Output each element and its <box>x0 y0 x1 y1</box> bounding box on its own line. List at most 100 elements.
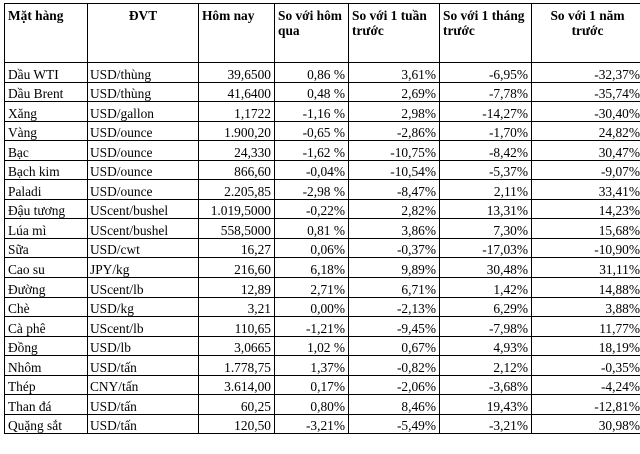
vs-1-week-cell: 9,89% <box>348 257 440 279</box>
commodity-cell: Đồng <box>4 335 88 357</box>
today-cell: 1,1722 <box>198 101 275 122</box>
vs-yesterday-cell: 6,18% <box>274 257 349 279</box>
vs-1-month-cell: 1,42% <box>439 277 532 298</box>
vs-1-week-cell: -0,37% <box>348 237 440 259</box>
unit-cell: UScent/lb <box>87 316 199 337</box>
table-row: Cà phê UScent/lb 110,65 -1,21% -9,45% -7,98% 1… <box>4 316 640 337</box>
vs-1-year-cell: 18,19% <box>531 335 640 357</box>
vs-yesterday-cell: -2,98 % <box>274 179 349 200</box>
vs-1-month-cell: -7,78% <box>439 81 532 103</box>
table-row: Vàng USD/ounce 1.900,20 -0,65 % -2,86% -1,70%… <box>4 120 640 142</box>
vs-1-year-cell: -10,90% <box>531 237 640 259</box>
vs-1-week-cell: -2,86% <box>348 120 440 142</box>
vs-1-year-cell: 33,41% <box>531 179 640 200</box>
vs-1-month-cell: 2,11% <box>439 179 532 200</box>
today-cell: 60,25 <box>198 394 275 415</box>
vs-1-month-cell: 19,43% <box>439 394 532 415</box>
vs-yesterday-cell: 1,37% <box>274 355 349 376</box>
vs-1-month-cell: -8,42% <box>439 140 532 161</box>
unit-cell: USD/thùng <box>87 81 199 103</box>
commodity-cell: Thép <box>4 374 88 396</box>
vs-1-week-cell: -2,06% <box>348 374 440 396</box>
vs-1-year-cell: 3,88% <box>531 296 640 318</box>
vs-1-month-cell: 6,29% <box>439 296 532 318</box>
unit-cell: USD/ounce <box>87 179 199 200</box>
table-row: Đồng USD/lb 3,0665 1,02 % 0,67% 4,93% 18,19% <box>4 335 640 357</box>
vs-1-year-cell: -4,24% <box>531 374 640 396</box>
vs-1-week-cell: -8,47% <box>348 179 440 200</box>
commodity-cell: Chè <box>4 296 88 318</box>
commodity-cell: Paladi <box>4 179 88 200</box>
vs-1-month-cell: 30,48% <box>439 257 532 279</box>
table-row: Đường UScent/lb 12,89 2,71% 6,71% 1,42% 14,88% <box>4 277 640 298</box>
vs-yesterday-cell: -0,22% <box>274 198 349 220</box>
today-cell: 866,60 <box>198 159 275 181</box>
vs-yesterday-cell: 0,17% <box>274 374 349 396</box>
vs-1-month-cell: -3,21% <box>439 413 532 435</box>
today-cell: 216,60 <box>198 257 275 279</box>
table-row: Quặng sắt USD/tấn 120,50 -3,21% -5,49% -3,21%… <box>4 413 640 435</box>
vs-yesterday-cell: 0,48 % <box>274 81 349 103</box>
table-header-row: Mặt hàng ĐVT Hôm nay So với hôm qua So v… <box>4 3 640 63</box>
vs-yesterday-cell: 0,06% <box>274 237 349 259</box>
vs-1-year-cell: 30,98% <box>531 413 640 435</box>
unit-cell: USD/thùng <box>87 62 199 83</box>
vs-yesterday-cell: 1,02 % <box>274 335 349 357</box>
commodity-cell: Dầu Brent <box>4 81 88 103</box>
vs-1-month-cell: 4,93% <box>439 335 532 357</box>
vs-1-month-cell: -5,37% <box>439 159 532 181</box>
vs-1-year-cell: -0,35% <box>531 355 640 376</box>
table-row: Cao su JPY/kg 216,60 6,18% 9,89% 30,48% 31,11% <box>4 257 640 279</box>
unit-cell: UScent/lb <box>87 277 199 298</box>
commodity-cell: Cao su <box>4 257 88 279</box>
table-row: Lúa mì UScent/bushel 558,5000 0,81 % 3,86% 7,… <box>4 218 640 239</box>
commodity-cell: Nhôm <box>4 355 88 376</box>
vs-1-week-cell: 2,69% <box>348 81 440 103</box>
vs-1-month-cell: 13,31% <box>439 198 532 220</box>
today-cell: 39,6500 <box>198 62 275 83</box>
table-row: Đậu tương UScent/bushel 1.019,5000 -0,22% 2,… <box>4 198 640 220</box>
vs-1-month-cell: 2,12% <box>439 355 532 376</box>
today-cell: 558,5000 <box>198 218 275 239</box>
header-today: Hôm nay <box>198 3 275 63</box>
commodity-cell: Quặng sắt <box>4 413 88 435</box>
unit-cell: USD/ounce <box>87 140 199 161</box>
vs-1-year-cell: 31,11% <box>531 257 640 279</box>
commodity-cell: Đậu tương <box>4 198 88 220</box>
unit-cell: UScent/bushel <box>87 218 199 239</box>
unit-cell: CNY/tấn <box>87 374 199 396</box>
table-body: Dầu WTI USD/thùng 39,6500 0,86 % 3,61% -6,95%… <box>4 62 640 435</box>
vs-1-month-cell: -1,70% <box>439 120 532 142</box>
header-vs-1-week: So với 1 tuần trước <box>348 3 440 63</box>
header-commodity: Mặt hàng <box>4 3 88 63</box>
vs-yesterday-cell: -3,21% <box>274 413 349 435</box>
unit-cell: USD/tấn <box>87 413 199 435</box>
commodity-cell: Bạch kim <box>4 159 88 181</box>
today-cell: 3.614,00 <box>198 374 275 396</box>
vs-1-week-cell: -10,54% <box>348 159 440 181</box>
commodity-cell: Bạc <box>4 140 88 161</box>
vs-yesterday-cell: 0,80% <box>274 394 349 415</box>
header-vs-1-year: So với 1 năm trước <box>531 3 640 63</box>
unit-cell: UScent/bushel <box>87 198 199 220</box>
today-cell: 24,330 <box>198 140 275 161</box>
vs-1-week-cell: 8,46% <box>348 394 440 415</box>
vs-1-week-cell: 6,71% <box>348 277 440 298</box>
commodity-cell: Cà phê <box>4 316 88 337</box>
vs-yesterday-cell: -0,65 % <box>274 120 349 142</box>
vs-1-week-cell: 2,98% <box>348 101 440 122</box>
today-cell: 120,50 <box>198 413 275 435</box>
today-cell: 1.019,5000 <box>198 198 275 220</box>
vs-1-year-cell: -32,37% <box>531 62 640 83</box>
table-row: Chè USD/kg 3,21 0,00% -2,13% 6,29% 3,88% <box>4 296 640 318</box>
vs-1-month-cell: -7,98% <box>439 316 532 337</box>
vs-1-month-cell: 7,30% <box>439 218 532 239</box>
vs-1-week-cell: 3,61% <box>348 62 440 83</box>
vs-1-year-cell: 24,82% <box>531 120 640 142</box>
commodity-price-table: Mặt hàng ĐVT Hôm nay So với hôm qua So v… <box>4 3 640 435</box>
vs-1-year-cell: -12,81% <box>531 394 640 415</box>
vs-1-year-cell: 14,23% <box>531 198 640 220</box>
vs-1-month-cell: -3,68% <box>439 374 532 396</box>
table-row: Dầu WTI USD/thùng 39,6500 0,86 % 3,61% -6,95%… <box>4 62 640 83</box>
vs-yesterday-cell: -1,21% <box>274 316 349 337</box>
